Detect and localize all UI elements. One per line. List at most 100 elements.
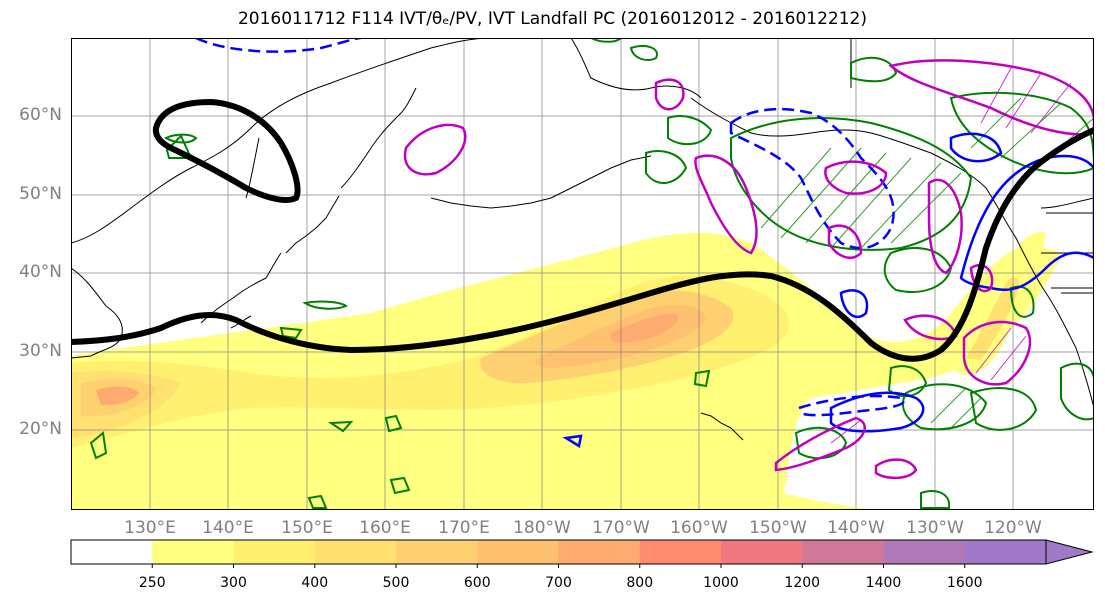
coast-alaska (690, 97, 1094, 409)
lon-label-140w: 140°W (827, 518, 885, 538)
pv-blob (883, 247, 953, 293)
theta-solid (949, 132, 1003, 163)
lon-label-130e: 130°E (124, 518, 176, 538)
pv-blob (279, 326, 303, 340)
pv-blob (645, 150, 688, 184)
ivt-anomaly (654, 78, 685, 111)
coast-canada-border (850, 38, 1094, 209)
pv-blob (307, 494, 328, 509)
pv-blob (389, 476, 411, 495)
colorbar-tick-label: 1200 (784, 575, 821, 591)
lon-label-170w: 170°W (592, 518, 650, 538)
grid-lines (71, 38, 1094, 510)
lon-label-180w: 180°W (513, 518, 571, 538)
ivt-anomaly (874, 458, 918, 480)
lon-label-120w: 120°W (984, 518, 1042, 538)
pv-blob (629, 45, 658, 61)
colorbar-extend-arrow (1045, 539, 1094, 565)
theta-solid (829, 391, 925, 433)
pv-blob (327, 420, 354, 433)
ivt-anomaly (827, 224, 863, 259)
lat-label-30n: 30°N (19, 341, 62, 361)
colorbar-segment (964, 540, 1047, 564)
ivt-anomaly-hatch (830, 67, 1072, 444)
coast-bering (570, 38, 702, 99)
pv-blob (590, 38, 622, 43)
landfall-contour (71, 98, 1094, 362)
landfall-line-main (71, 127, 1094, 362)
lon-label-170e: 170°E (438, 518, 490, 538)
colorbar-tick-label: 400 (301, 575, 329, 591)
theta-solid (562, 434, 583, 449)
colorbar-segment (314, 540, 397, 564)
colorbar-tick-label: 700 (545, 575, 572, 591)
pv-blob (1009, 285, 1035, 318)
coast-kamchatka (340, 87, 417, 189)
map-panel (71, 38, 1094, 510)
colorbar-tick-label: 1400 (865, 575, 902, 591)
ivt-anomaly (403, 123, 467, 176)
ivt-plume-east-inner (966, 276, 1020, 360)
theta-dashed (195, 38, 362, 53)
coast-hawaii (700, 412, 744, 441)
colorbar-segment (396, 540, 478, 564)
lat-label-60n: 60°N (19, 105, 62, 125)
pv-blob (730, 117, 973, 251)
ivt-anomaly (927, 178, 963, 275)
pv-blob (693, 369, 711, 388)
lon-label-150e: 150°E (281, 518, 333, 538)
colorbar-segment (233, 540, 316, 564)
lon-label-160e: 160°E (359, 518, 411, 538)
coast-kuril (285, 195, 340, 254)
colorbar-tick-label: 800 (626, 575, 654, 591)
colorbar-tick-label: 1000 (703, 575, 739, 591)
ivt-anomaly (694, 154, 758, 255)
colorbar-tick-label: 600 (463, 575, 491, 591)
colorbar-tick-label: 1600 (946, 575, 983, 591)
ivt-band-south (71, 477, 871, 510)
colorbar-segment (558, 540, 641, 564)
map-title: 2016011712 F114 IVT/θₑ/PV, IVT Landfall … (237, 9, 868, 29)
pv-blob (902, 383, 988, 431)
lon-label-160w: 160°W (670, 518, 728, 538)
coast-aleutians (430, 155, 652, 209)
ivt-anomaly (824, 160, 888, 195)
pv-blob (1060, 362, 1094, 421)
colorbar-segment (721, 540, 803, 564)
colorbar-segment (71, 540, 153, 564)
ivt-band-600-west (96, 386, 139, 406)
ivt-shading (71, 231, 1061, 510)
lon-label-150w: 150°W (749, 518, 807, 538)
pv-blob (302, 300, 348, 310)
lat-label-50n: 50°N (19, 184, 62, 204)
colorbar-segment (477, 540, 559, 564)
colorbar-segment (152, 540, 234, 564)
pv-blob (920, 490, 951, 509)
coast-asia (71, 38, 492, 359)
lon-label-140e: 140°E (202, 518, 254, 538)
lat-label-40n: 40°N (19, 262, 62, 282)
pv-blob (667, 115, 713, 146)
pv-blob (850, 56, 898, 83)
pv-blob (384, 414, 403, 433)
colorbar (70, 539, 1094, 568)
colorbar-tick-label: 250 (138, 575, 166, 591)
ivt-band-700 (611, 313, 679, 343)
colorbar-segment (883, 540, 966, 564)
pv-blob (89, 431, 108, 460)
theta-solid (839, 289, 869, 319)
ivt-anomaly (962, 320, 1032, 386)
theta-dashed (729, 107, 895, 250)
pv-blob (969, 387, 1038, 431)
colorbar-segment (639, 540, 722, 564)
ivt-anomaly (774, 416, 866, 472)
colorbar-segment (802, 540, 884, 564)
colorbar-tick-label: 300 (220, 575, 247, 591)
pv-blob (794, 426, 848, 460)
map-canvas (71, 38, 1094, 510)
lat-label-20n: 20°N (19, 419, 62, 439)
colorbar-tick-label: 500 (382, 575, 410, 591)
landfall-line-okhotsk (152, 98, 301, 203)
lon-label-130w: 130°W (906, 518, 964, 538)
ivt-anomaly (888, 59, 1094, 136)
